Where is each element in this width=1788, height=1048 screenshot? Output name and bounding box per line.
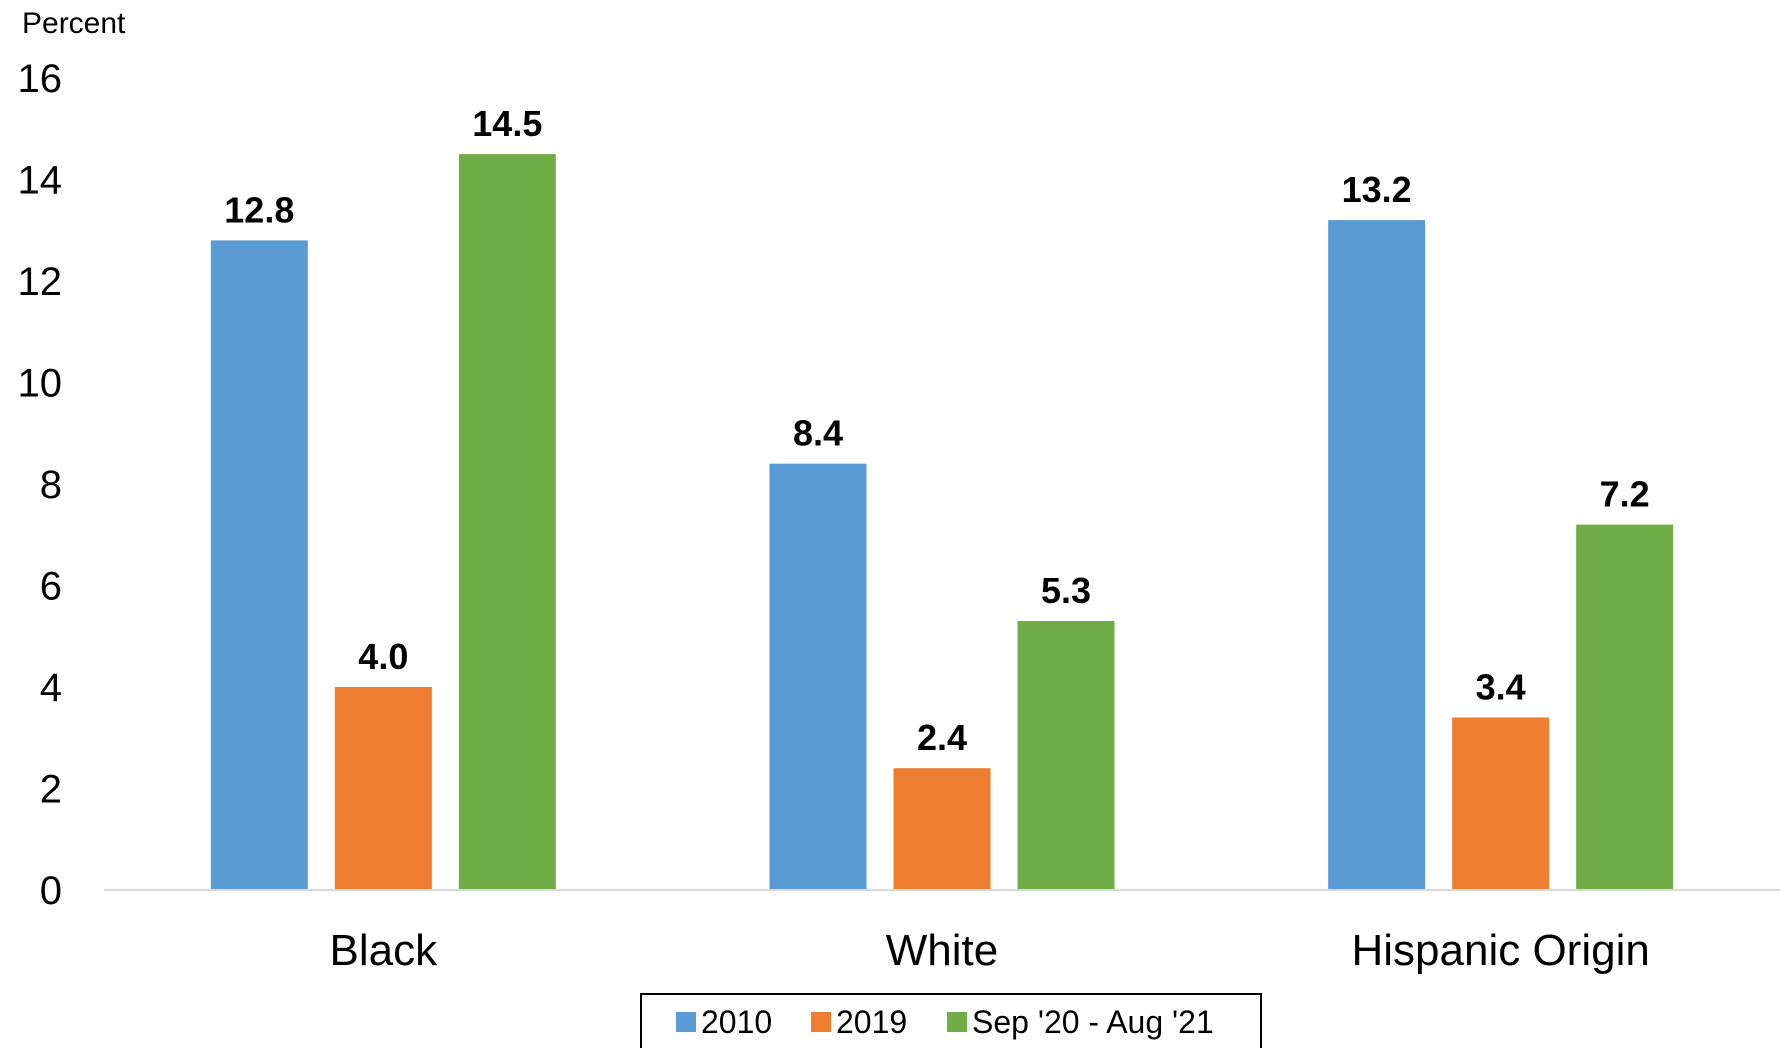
category-label: Hispanic Origin	[1351, 926, 1649, 975]
data-label: 7.2	[1600, 474, 1650, 515]
y-tick-label: 10	[18, 362, 63, 406]
y-tick-label: 16	[18, 57, 63, 101]
bar-black-2	[458, 154, 556, 890]
data-label: 4.0	[358, 636, 408, 677]
y-tick-label: 6	[40, 565, 62, 609]
legend-swatch	[947, 1012, 967, 1032]
legend-label: 2019	[836, 1004, 907, 1040]
data-labels: 12.8 4.0 14.5 8.4 2.4 5.3 13.2 3.4 7.2	[224, 103, 1649, 758]
category-label: White	[886, 926, 998, 975]
legend: 2010 2019 Sep '20 - Aug '21	[640, 993, 1262, 1048]
y-tick-label: 2	[40, 768, 62, 812]
category-labels: Black White Hispanic Origin	[330, 926, 1650, 975]
bar-white-2	[1017, 621, 1115, 890]
data-label: 14.5	[472, 103, 542, 144]
category-label: Black	[330, 926, 439, 975]
legend-swatch	[811, 1012, 831, 1032]
y-axis-ticks: 0 2 4 6 8 10 12 14 16	[18, 57, 63, 913]
data-label: 12.8	[224, 189, 294, 230]
legend-items: 2010 2019 Sep '20 - Aug '21	[676, 1004, 1214, 1040]
data-label: 2.4	[917, 717, 967, 758]
y-tick-label: 8	[40, 463, 62, 507]
bar-black-1	[334, 687, 432, 890]
y-tick-label: 0	[40, 869, 62, 913]
y-tick-label: 12	[18, 260, 63, 304]
bar-white-0	[769, 463, 867, 890]
data-label: 5.3	[1041, 570, 1091, 611]
y-axis-label: Percent	[22, 7, 126, 40]
bar-black-0	[210, 240, 308, 890]
bars	[210, 154, 1674, 891]
bar-white-1	[893, 768, 991, 890]
y-tick-label: 4	[40, 666, 62, 710]
legend-label: Sep '20 - Aug '21	[972, 1004, 1214, 1040]
y-tick-label: 14	[18, 159, 63, 203]
data-label: 3.4	[1476, 666, 1526, 707]
bar-hispanic-origin-0	[1328, 220, 1426, 891]
data-label: 13.2	[1342, 169, 1412, 210]
legend-swatch	[676, 1012, 696, 1032]
legend-label: 2010	[701, 1004, 772, 1040]
data-label: 8.4	[793, 413, 843, 454]
bar-hispanic-origin-2	[1576, 524, 1674, 890]
bar-hispanic-origin-1	[1452, 717, 1550, 890]
